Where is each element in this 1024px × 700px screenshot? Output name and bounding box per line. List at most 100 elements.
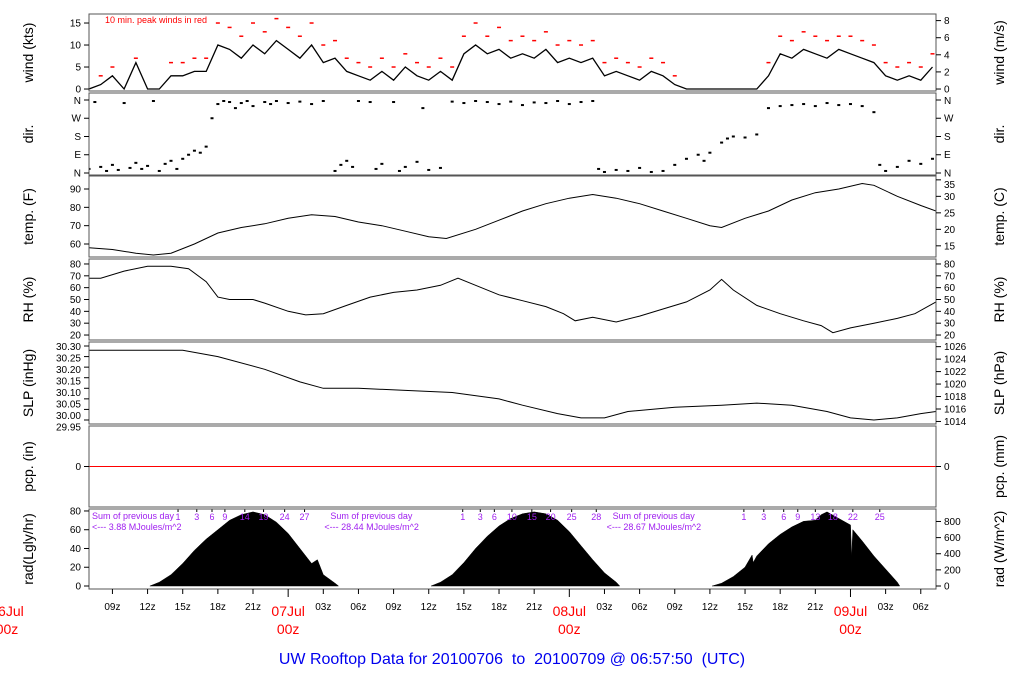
pcp-panel: 0 0 pcp. (in) pcp. (mm) xyxy=(20,425,1007,508)
right-tick-label: W xyxy=(944,114,954,125)
direction-point xyxy=(591,100,595,103)
left-tick-label: 10 xyxy=(70,41,82,52)
x-tick-label: 09z xyxy=(104,602,120,613)
direction-point xyxy=(649,170,653,173)
left-tick-label: 20 xyxy=(70,563,82,574)
right-tick-label: 400 xyxy=(944,549,961,560)
direction-point xyxy=(848,103,852,106)
daily-sum-value: <--- 28.67 MJoules/m^2 xyxy=(607,522,702,532)
direction-point xyxy=(105,169,109,172)
direction-point xyxy=(544,102,548,105)
right-tick-label: 6 xyxy=(944,33,950,44)
direction-point xyxy=(813,105,817,108)
slp-ylabel-left: SLP (inHg) xyxy=(20,349,36,417)
direction-point xyxy=(661,169,665,172)
radiation-hour-label: 20 xyxy=(546,512,556,522)
direction-point xyxy=(368,101,372,104)
date-label: 09Jul xyxy=(834,603,867,619)
right-tick-label: 1026 xyxy=(944,342,967,353)
peak-wind-note: 10 min. peak winds in red xyxy=(105,15,207,25)
dir-plot-area xyxy=(89,100,934,173)
direction-point xyxy=(403,165,407,168)
x-tick-label: 12z xyxy=(421,602,437,613)
rad-plot-area xyxy=(149,511,901,587)
direction-point xyxy=(310,103,314,106)
direction-point xyxy=(421,107,425,110)
right-tick-label: 200 xyxy=(944,565,961,576)
direction-point xyxy=(216,103,220,106)
right-tick-label: 40 xyxy=(944,307,956,318)
x-tick-label: 06z xyxy=(350,602,366,613)
radiation-hour-label: 25 xyxy=(567,512,577,522)
direction-point xyxy=(474,100,478,103)
x-tick-label: 03z xyxy=(596,602,612,613)
left-tick-label: S xyxy=(74,132,81,143)
right-tick-label: 70 xyxy=(944,271,956,282)
right-tick-label: 30 xyxy=(944,319,956,330)
left-tick-label: W xyxy=(72,114,82,125)
direction-point xyxy=(345,159,349,162)
direction-point xyxy=(140,167,144,170)
x-axis: 09z 12z 15z 18z 21z 03z 06z 09z 12z 15z 18z 21z 03z 0… xyxy=(0,589,929,637)
direction-point xyxy=(509,100,513,103)
direction-point xyxy=(556,100,560,103)
left-tick-label: 40 xyxy=(70,307,82,318)
left-tick-label: 60 xyxy=(70,283,82,294)
rad-frame xyxy=(88,508,937,590)
direction-point xyxy=(374,167,378,170)
daily-sum-value: <--- 28.44 MJoules/m^2 xyxy=(324,522,419,532)
direction-point xyxy=(567,103,571,106)
pcp-ylabel-right: pcp. (mm) xyxy=(991,435,1007,498)
direction-point xyxy=(245,100,249,103)
right-tick-label: 1014 xyxy=(944,417,967,428)
date-label: 08Jul xyxy=(553,603,586,619)
right-tick-label: 2 xyxy=(944,67,950,78)
direction-point xyxy=(151,100,155,103)
temp-ylabel-right: temp. (C) xyxy=(991,187,1007,245)
x-tick-label: 18z xyxy=(210,602,226,613)
right-tick-label: 30 xyxy=(944,192,956,203)
radiation-hour-label: 3 xyxy=(194,512,199,522)
x-tick-label: 21z xyxy=(526,602,542,613)
right-tick-label: 50 xyxy=(944,295,956,306)
left-tick-label: 30.05 xyxy=(56,400,81,411)
pcp-ylabel-left: pcp. (in) xyxy=(20,441,36,492)
x-tick-label: 06z xyxy=(913,602,929,613)
right-tick-label: 1016 xyxy=(944,404,967,415)
radiation-hour-label: 22 xyxy=(848,512,858,522)
x-tick-label: 06z xyxy=(632,602,648,613)
radiation-hour-label: 28 xyxy=(591,512,601,522)
left-tick-label: 5 xyxy=(75,63,81,74)
slp-ylabel-right: SLP (hPa) xyxy=(991,351,1007,415)
left-tick-label: 80 xyxy=(70,203,82,214)
direction-point xyxy=(825,102,829,105)
right-tick-label: 0 xyxy=(944,462,950,473)
direction-point xyxy=(222,100,226,103)
direction-point xyxy=(198,151,202,154)
rh-ylabel-left: RH (%) xyxy=(20,277,36,323)
radiation-day-1 xyxy=(149,511,340,587)
direction-point xyxy=(597,167,601,170)
direction-point xyxy=(392,101,396,104)
radiation-hour-label: 14 xyxy=(240,512,250,522)
x-tick-label: 21z xyxy=(245,602,261,613)
direction-point xyxy=(274,100,278,103)
temp-ylabel-left: temp. (F) xyxy=(20,188,36,245)
right-tick-label: 25 xyxy=(944,208,956,219)
direction-point xyxy=(790,104,794,107)
left-tick-label: 0 xyxy=(75,462,81,473)
direction-point xyxy=(766,107,770,110)
left-tick-label: 29.95 xyxy=(56,423,81,434)
rad-panel: 1 3 6 9 14 19 24 27 1 3 6 10 15 20 25 28 1 3 6 9 13 18 22 25Sum… xyxy=(20,506,1007,592)
direction-point xyxy=(907,159,911,162)
left-tick-label: 90 xyxy=(70,185,82,196)
right-tick-label: 1024 xyxy=(944,355,967,366)
direction-point xyxy=(895,165,899,168)
x-tick-label: 15z xyxy=(456,602,472,613)
direction-point xyxy=(638,166,642,169)
date-time-label: 00z xyxy=(0,621,18,637)
wind-frame xyxy=(88,13,937,92)
right-tick-label: 800 xyxy=(944,517,961,528)
left-tick-label: 30 xyxy=(70,319,82,330)
radiation-hour-label: 13 xyxy=(810,512,820,522)
